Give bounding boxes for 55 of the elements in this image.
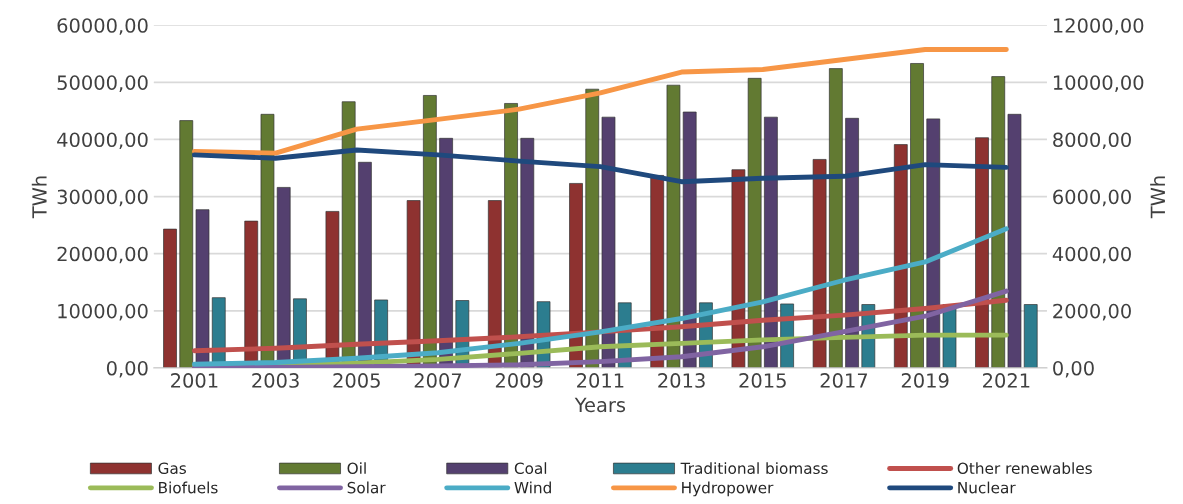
- x-tick-label: 2005: [333, 373, 380, 388]
- x-tick-label: 2009: [495, 373, 543, 388]
- legend-label: Solar: [347, 481, 386, 494]
- y-tick-label: 30000,00: [57, 189, 148, 207]
- y-tick-label: 20000,00: [57, 246, 148, 264]
- legend-label: Wind: [514, 481, 551, 494]
- y-tick-label: 60000,00: [57, 18, 148, 35]
- legend-label: Biofuels: [159, 481, 218, 494]
- legend-label: Other renewables: [957, 462, 1092, 475]
- x-tick-label: 2015: [739, 373, 786, 388]
- y2-tick-label: 8000,00: [1053, 132, 1131, 150]
- legend-label: Oil: [347, 462, 366, 475]
- bar: [845, 117, 859, 368]
- legend-label: Hydropower: [682, 481, 774, 497]
- bar: [179, 120, 194, 368]
- x-tick-label: 2003: [252, 373, 299, 388]
- y2-tick-label: 0,00: [1053, 360, 1094, 378]
- x-axis-title: Years: [574, 397, 626, 413]
- y-tick-label: 40000,00: [57, 132, 148, 150]
- bar: [1007, 113, 1022, 368]
- line-series: [191, 297, 1009, 354]
- bar: [585, 88, 600, 368]
- y2-tick-label: 6000,00: [1053, 189, 1131, 207]
- bar: [569, 183, 583, 368]
- y2-tick-label: 12000,00: [1053, 18, 1144, 35]
- x-tick-label: 2019: [901, 373, 949, 388]
- y-tick-label: 50000,00: [57, 75, 148, 92]
- line-series: [191, 47, 1009, 156]
- bar: [682, 111, 697, 368]
- line-series: [191, 288, 1009, 368]
- y2-tick-label: 10000,00: [1053, 75, 1144, 92]
- bar: [1023, 304, 1038, 368]
- y2-tick-label: 2000,00: [1053, 303, 1131, 321]
- x-tick-label: 2013: [658, 373, 705, 388]
- legend-label: Traditional biomass: [680, 462, 828, 475]
- bar: [163, 228, 177, 368]
- x-tick-label: 2011: [577, 373, 624, 388]
- legend-label: Nuclear: [958, 481, 1016, 494]
- line-series: [191, 226, 1009, 367]
- y2-tick-label: 4000,00: [1052, 246, 1131, 264]
- legend-label: Coal: [514, 462, 547, 475]
- bar: [829, 68, 843, 368]
- y2-axis-title: TWh: [1150, 176, 1165, 219]
- bar: [991, 76, 1006, 368]
- y-tick-label: 0,00: [106, 360, 148, 378]
- bar: [601, 116, 616, 368]
- x-tick-label: 2001: [171, 373, 218, 388]
- y-tick-label: 10000,00: [58, 303, 148, 321]
- line-series: [191, 147, 1009, 185]
- x-tick-label: 2021: [983, 373, 1030, 388]
- bar: [975, 137, 989, 368]
- x-tick-label: 2007: [414, 373, 462, 388]
- legend-label: Gas: [158, 462, 186, 475]
- x-tick-label: 2017: [820, 373, 868, 388]
- y-axis-title: TWh: [31, 176, 47, 219]
